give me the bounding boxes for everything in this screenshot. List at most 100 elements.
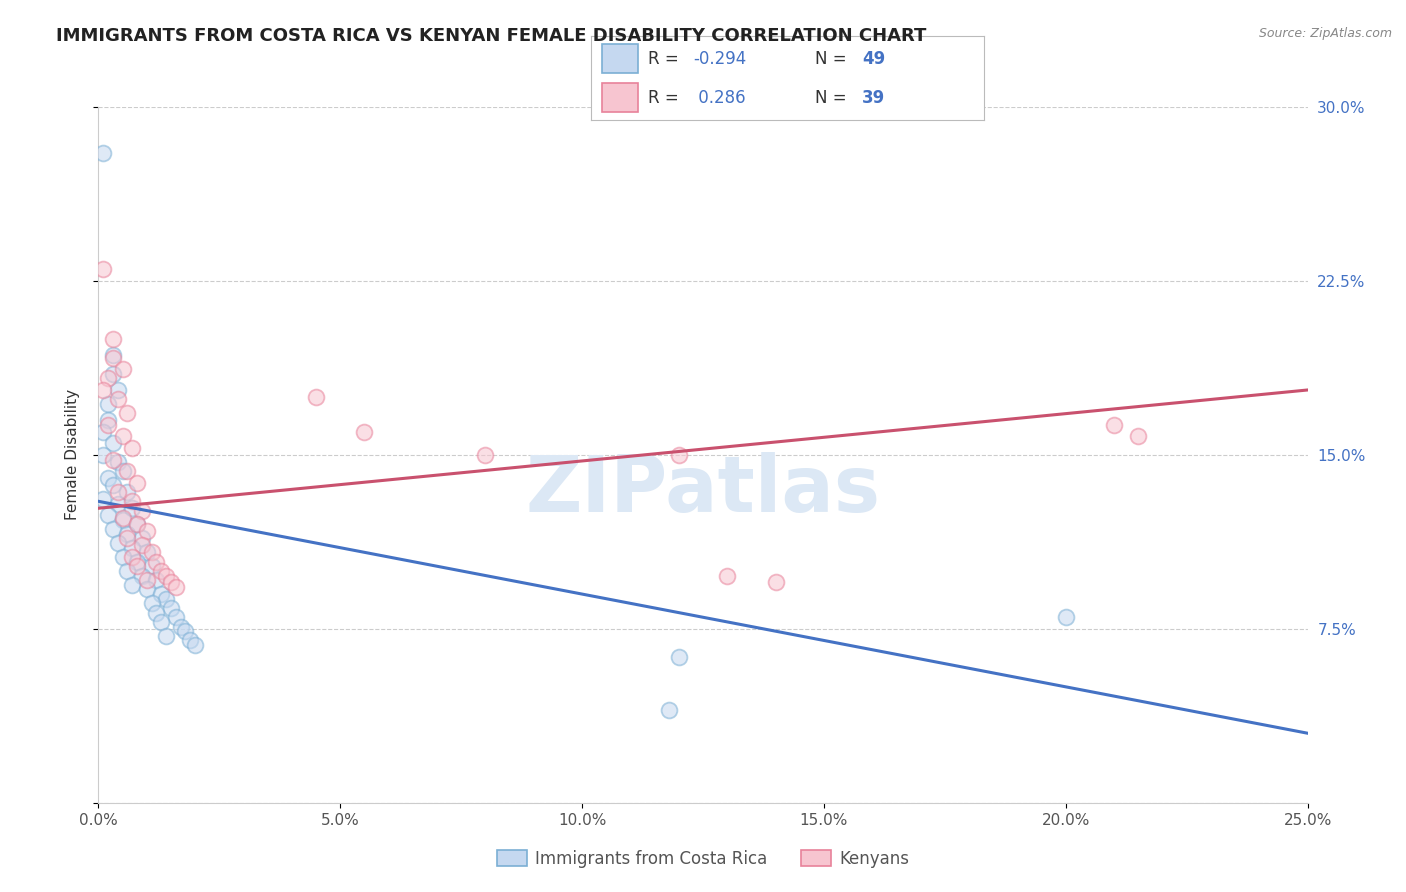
Point xyxy=(1054,610,1077,624)
Point xyxy=(91,491,114,506)
Point xyxy=(668,649,690,664)
Point xyxy=(101,351,124,365)
Point xyxy=(160,601,183,615)
Point xyxy=(97,471,120,485)
Point xyxy=(91,448,114,462)
Text: N =: N = xyxy=(815,50,852,68)
Point xyxy=(117,485,139,500)
Point xyxy=(353,425,375,439)
Text: 39: 39 xyxy=(862,88,886,106)
Text: R =: R = xyxy=(648,88,683,106)
Text: 0.286: 0.286 xyxy=(693,88,745,106)
Point xyxy=(141,559,163,574)
Point xyxy=(131,503,153,517)
Point xyxy=(145,555,167,569)
Point xyxy=(91,146,114,161)
Point xyxy=(169,619,191,633)
Point xyxy=(111,362,134,376)
Point xyxy=(179,633,201,648)
Point xyxy=(131,538,153,552)
Point xyxy=(150,564,173,578)
Point xyxy=(97,371,120,385)
Text: ZIPatlas: ZIPatlas xyxy=(526,451,880,528)
Point xyxy=(305,390,328,404)
Point xyxy=(111,464,134,478)
Point xyxy=(107,497,129,511)
Point xyxy=(668,448,690,462)
Legend: Immigrants from Costa Rica, Kenyans: Immigrants from Costa Rica, Kenyans xyxy=(491,844,915,875)
Point xyxy=(135,524,157,539)
Point xyxy=(716,568,738,582)
Text: IMMIGRANTS FROM COSTA RICA VS KENYAN FEMALE DISABILITY CORRELATION CHART: IMMIGRANTS FROM COSTA RICA VS KENYAN FEM… xyxy=(56,27,927,45)
Point xyxy=(117,526,139,541)
Point xyxy=(145,573,167,587)
Point xyxy=(127,475,149,490)
Text: N =: N = xyxy=(815,88,852,106)
Point xyxy=(127,517,149,532)
Point xyxy=(101,348,124,362)
Point xyxy=(101,367,124,381)
Text: R =: R = xyxy=(648,50,683,68)
Point xyxy=(474,448,496,462)
Point xyxy=(121,494,143,508)
Point xyxy=(165,610,187,624)
Point xyxy=(121,441,143,455)
Point xyxy=(184,638,207,652)
Point xyxy=(150,587,173,601)
Point xyxy=(165,580,187,594)
Point xyxy=(117,532,139,546)
Point xyxy=(97,508,120,523)
Point xyxy=(91,383,114,397)
FancyBboxPatch shape xyxy=(602,83,638,112)
Point xyxy=(145,606,167,620)
Point xyxy=(117,564,139,578)
Y-axis label: Female Disability: Female Disability xyxy=(65,389,80,521)
Point xyxy=(111,549,134,564)
Point xyxy=(658,703,681,717)
Point xyxy=(765,575,787,590)
Point xyxy=(127,517,149,532)
Point xyxy=(121,549,143,564)
Point xyxy=(1102,417,1125,432)
Point xyxy=(101,478,124,492)
Point xyxy=(135,545,157,559)
Point xyxy=(141,545,163,559)
Point xyxy=(121,501,143,516)
Point xyxy=(97,417,120,432)
Point xyxy=(160,575,183,590)
Point xyxy=(135,573,157,587)
Point xyxy=(131,568,153,582)
Point xyxy=(127,559,149,574)
Point xyxy=(107,485,129,500)
Point xyxy=(101,452,124,467)
Point xyxy=(111,513,134,527)
Point xyxy=(107,536,129,550)
Point xyxy=(135,582,157,597)
Point xyxy=(101,522,124,536)
Point xyxy=(155,591,177,606)
Point xyxy=(97,413,120,427)
Point xyxy=(117,406,139,420)
Point xyxy=(111,429,134,443)
Point xyxy=(121,578,143,592)
Text: -0.294: -0.294 xyxy=(693,50,747,68)
Text: 49: 49 xyxy=(862,50,886,68)
Point xyxy=(107,392,129,407)
Point xyxy=(97,397,120,411)
Point xyxy=(1128,429,1150,443)
Point xyxy=(101,332,124,346)
Point xyxy=(107,455,129,469)
Point xyxy=(150,615,173,629)
Text: Source: ZipAtlas.com: Source: ZipAtlas.com xyxy=(1258,27,1392,40)
Point xyxy=(174,624,197,639)
FancyBboxPatch shape xyxy=(602,44,638,73)
Point xyxy=(121,541,143,555)
Point xyxy=(155,568,177,582)
Point xyxy=(91,262,114,277)
Point xyxy=(141,596,163,610)
Point xyxy=(111,510,134,524)
Point xyxy=(131,532,153,546)
Point xyxy=(117,464,139,478)
Point xyxy=(107,383,129,397)
Point xyxy=(127,555,149,569)
